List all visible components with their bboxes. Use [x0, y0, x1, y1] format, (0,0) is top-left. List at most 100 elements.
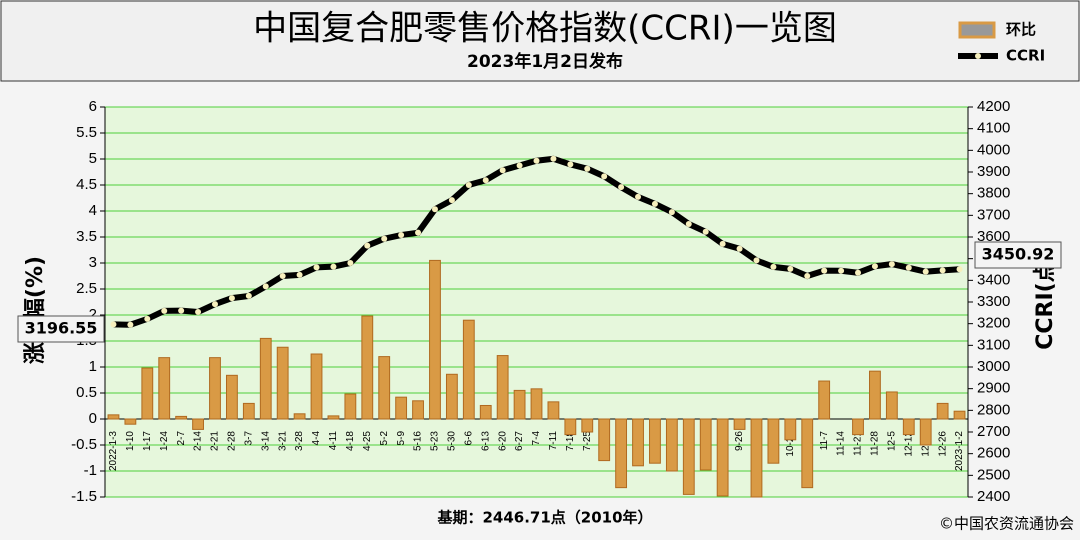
x-tick-label: 4-11	[328, 431, 339, 451]
line-point	[533, 157, 540, 164]
line-point	[685, 221, 692, 227]
line-point	[838, 267, 845, 274]
bar	[192, 418, 204, 430]
line-point	[398, 232, 405, 239]
y2-tick-label: 2600	[977, 445, 1010, 462]
legend-marker	[975, 53, 981, 59]
x-tick-label: 6-27	[514, 431, 525, 451]
line-point	[465, 182, 472, 188]
line-point	[719, 240, 726, 247]
line-point	[195, 308, 202, 315]
legend-label: 环比	[1006, 21, 1036, 39]
x-tick-label: 4-4	[311, 431, 322, 446]
value-label: 3450.92	[982, 245, 1055, 264]
bar	[665, 418, 678, 472]
x-tick-label: 2-21	[210, 431, 221, 451]
bar	[716, 418, 729, 497]
x-tick-label: 12-5	[886, 431, 897, 451]
y2-tick-label: 4200	[977, 98, 1010, 115]
bar	[682, 418, 695, 495]
x-tick-label: 6-20	[497, 431, 508, 451]
x-tick-label: 6-13	[480, 431, 491, 451]
bar	[259, 337, 272, 420]
line-point	[178, 307, 185, 314]
bar	[818, 380, 831, 420]
bar	[513, 389, 526, 420]
line-point	[262, 283, 269, 290]
line-point	[956, 266, 963, 273]
bar	[801, 418, 814, 489]
line-point	[347, 260, 354, 266]
bar	[327, 415, 340, 420]
line-point	[364, 242, 371, 249]
x-tick-label: 2-14	[193, 431, 204, 451]
bar	[378, 356, 391, 420]
y2-tick-label: 2500	[977, 466, 1010, 483]
y-tick-label: 3.5	[76, 228, 97, 245]
line-point	[127, 321, 134, 328]
line-point	[922, 268, 929, 275]
bar	[462, 319, 475, 420]
line-point	[313, 264, 320, 271]
bar	[936, 402, 949, 420]
bar	[733, 418, 746, 430]
x-tick-label: 11-7	[819, 431, 830, 451]
header	[0, 0, 1080, 82]
bar	[209, 357, 221, 420]
bar	[141, 367, 154, 420]
x-tick-label: 2022-1-3	[108, 431, 119, 471]
bar	[750, 418, 763, 498]
bar	[395, 396, 408, 420]
bar	[412, 400, 424, 420]
bar	[869, 370, 881, 420]
line-point	[905, 264, 912, 271]
line-point	[601, 173, 608, 180]
y2-tick-label: 4100	[977, 120, 1010, 137]
bar	[598, 418, 611, 462]
line-point	[144, 315, 151, 322]
line-point	[431, 206, 438, 213]
y2-tick-label: 3800	[977, 185, 1010, 202]
x-tick-label: 2023-1-2	[954, 431, 965, 471]
line-point	[736, 245, 743, 252]
y2-tick-label: 3700	[977, 206, 1010, 223]
value-label: 3196.55	[25, 319, 98, 338]
line-point	[482, 177, 489, 184]
bar	[293, 413, 306, 420]
y-tick-label: 0.5	[76, 384, 97, 401]
line-point	[668, 209, 675, 216]
source: ©中国农资流通协会	[939, 515, 1074, 533]
y2-tick-label: 3600	[977, 228, 1010, 245]
line-point	[702, 228, 709, 235]
x-tick-label: 3-14	[260, 431, 271, 451]
x-tick-label: 3-21	[277, 431, 288, 451]
bar	[953, 410, 966, 420]
y2-tick-label: 3400	[977, 271, 1010, 288]
bar	[885, 391, 898, 420]
line-point	[110, 321, 117, 328]
y2-tick-label: 2700	[977, 423, 1010, 440]
bar	[107, 414, 120, 420]
line-point	[855, 269, 862, 276]
bar	[496, 355, 509, 420]
line-point	[753, 257, 760, 264]
y-tick-label: 0	[89, 410, 97, 427]
bar	[429, 259, 441, 420]
y-tick-label: 2.5	[76, 280, 97, 297]
footnote: 基期：2446.71点（2010年）	[436, 509, 652, 527]
line-point	[770, 263, 777, 270]
y-tick-label: 6	[89, 98, 97, 115]
line-point	[161, 307, 168, 314]
x-tick-label: 11-21	[853, 431, 864, 456]
x-tick-label: 1-10	[125, 431, 136, 451]
y-tick-label: 1	[89, 358, 97, 375]
bar	[276, 346, 289, 420]
y2-tick-label: 3000	[977, 358, 1010, 375]
line-point	[330, 263, 337, 270]
line-point	[821, 267, 828, 274]
line-point	[939, 267, 946, 274]
bar	[158, 357, 171, 420]
y-tick-label: -0.5	[71, 436, 97, 453]
x-tick-label: 11-28	[870, 431, 881, 456]
line-point	[635, 193, 642, 200]
